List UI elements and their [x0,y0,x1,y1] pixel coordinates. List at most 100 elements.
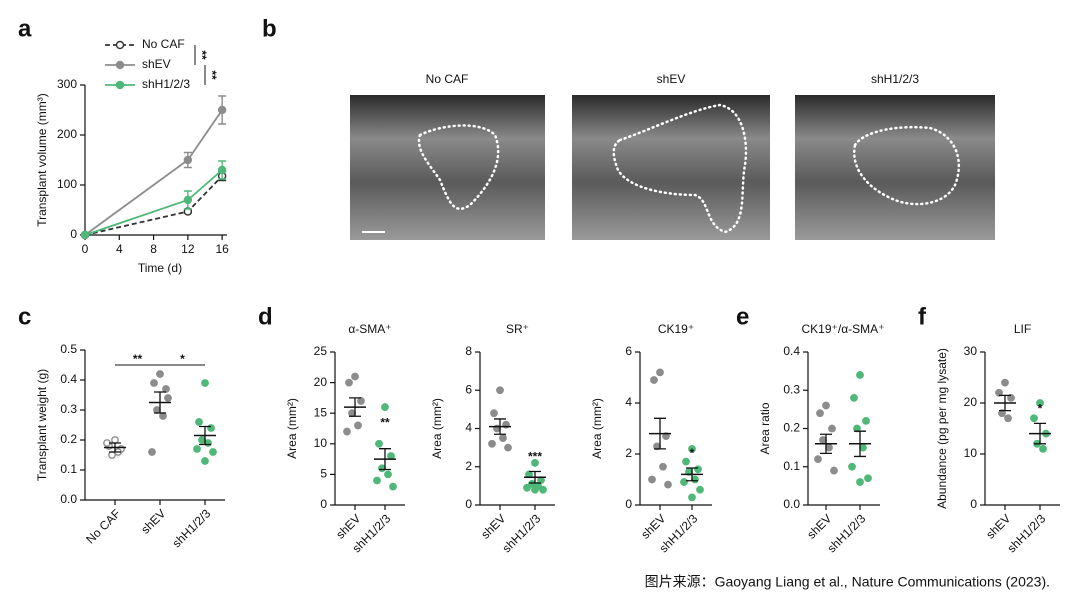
significance: * [1038,402,1043,416]
data-point [864,474,872,483]
error-bar [654,417,666,450]
data-point [814,455,822,463]
data-point [490,409,498,418]
data-point [195,418,203,426]
legend-marker [115,40,125,50]
data-point [343,427,351,436]
data-point [850,393,858,402]
image [350,95,545,240]
data-point [504,443,512,452]
data-point [156,370,164,378]
series-line [84,109,223,236]
data-point [183,195,193,205]
x-tick-label: 8 [150,242,157,256]
panel-letter: b [262,15,277,42]
significance: ** [195,50,209,60]
data-point [207,424,215,432]
outline [612,103,748,234]
data-point [80,230,90,240]
data-point [691,475,699,484]
data-point [384,470,392,479]
y-tick-label: 0.5 [60,342,77,356]
data-point [496,386,504,395]
data-point [378,464,386,473]
y-tick-label: 0 [970,497,977,511]
image-title: shEV [657,72,686,86]
data-point [354,421,362,430]
data-point [531,459,539,467]
legend-label: No CAF [142,37,185,51]
data-point [859,443,867,452]
y-axis-label: Area (mm²) [590,398,604,459]
error-bar [199,425,211,446]
y-tick-label: 2 [465,459,472,473]
x-tick-label: 0 [82,242,89,256]
x-tick-label: shEV [804,511,834,541]
data-point [1039,444,1047,453]
panel-letter: f [918,303,927,330]
x-tick-label: shH1/2/3 [825,511,869,555]
data-point [656,368,664,377]
data-point [183,155,193,165]
outline [852,125,961,206]
y-axis-label: Area (mm²) [430,398,444,459]
data-point [523,483,531,492]
y-tick-label: 0.1 [783,459,800,473]
y-tick-label: 15 [314,405,328,419]
data-point [1001,378,1009,387]
data-point [204,439,212,447]
y-axis-label: Area (mm²) [285,398,299,459]
data-point [111,436,119,444]
data-point [816,409,824,418]
y-tick-label: 0.0 [60,492,77,506]
data-point [488,439,496,448]
data-point [348,409,356,418]
data-point [387,452,395,460]
data-point [389,482,397,491]
data-point [688,493,696,502]
data-point [650,376,658,384]
y-tick-label: 0.2 [783,421,800,435]
source: 图片来源：Gaoyang Liang et al., Nature Commun… [645,574,1050,590]
image [795,95,995,240]
error-bar [494,418,506,435]
y-tick-label: 4 [465,421,472,435]
y-tick-label: 0 [70,227,77,241]
legend-label: shEV [142,57,171,71]
x-tick-label: 12 [181,242,195,256]
chart-title: CK19⁺ [658,322,694,336]
y-tick-label: 0.0 [783,497,800,511]
ultrasound-images: No CAF shEV shH1/2/3 [350,72,995,240]
x-axis-label: Time (d) [138,261,182,275]
error-bar [154,391,166,414]
data-point [381,403,389,411]
data-point [373,476,381,485]
chart-title: CK19⁺/α-SMA⁺ [802,322,885,336]
significance: *** [528,450,542,464]
y-axis-label: Transplant weight (g) [35,369,49,481]
chart-title: α-SMA⁺ [348,322,391,336]
panel-letter: a [18,15,32,42]
data-point [688,444,696,453]
data-point [659,462,667,471]
y-tick-label: 0 [465,497,472,511]
chart-title: LIF [1014,322,1031,336]
data-point [150,379,158,387]
data-point [825,443,833,452]
panel-letter: d [258,303,273,330]
data-point [862,416,870,425]
series-line [84,169,223,236]
error-bar [686,467,698,482]
panel-letter: e [736,303,749,330]
error-bar [820,433,832,455]
error-bar [854,430,866,458]
data-point [217,165,227,175]
data-point [539,485,547,494]
significance: * [690,446,695,460]
x-tick-label: shH1/2/3 [500,511,544,555]
error-bar [999,394,1011,412]
data-point [531,485,539,494]
y-axis-label: Transplant volume (mm³) [35,93,49,227]
y-tick-label: 300 [57,77,77,91]
legend-label: shH1/2/3 [142,77,190,91]
